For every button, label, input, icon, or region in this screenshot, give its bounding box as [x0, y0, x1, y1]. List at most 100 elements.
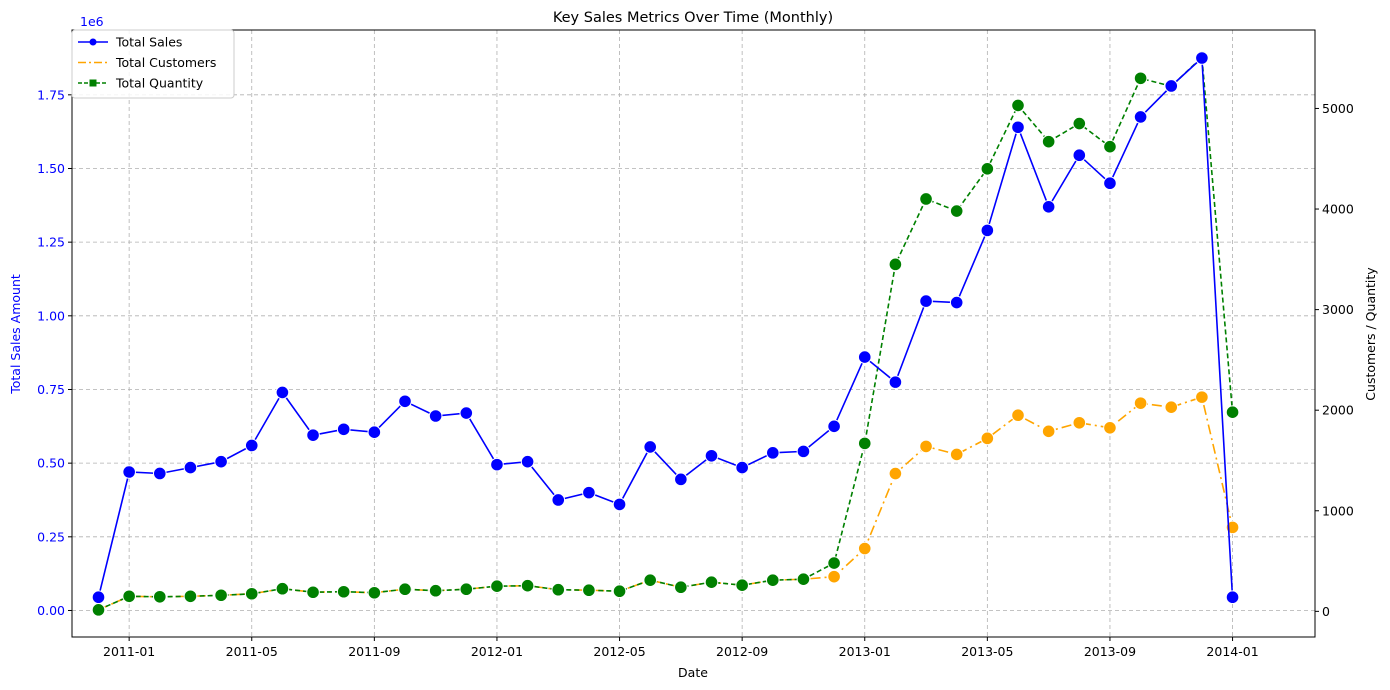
total-sales-point — [244, 438, 259, 453]
total-customers-point — [1164, 400, 1179, 414]
x-tick-label: 2013-05 — [961, 644, 1013, 659]
total-sales-point — [643, 440, 658, 454]
legend-box — [71, 29, 235, 99]
total-sales-point — [428, 409, 443, 423]
axis-ticks: 2011-01 2011-05 2011-09 2012-01 2012-05 2012-… — [37, 87, 1354, 659]
total-sales-point — [766, 446, 780, 460]
total-sales-point — [704, 448, 719, 463]
x-tick-label: 2011-05 — [226, 644, 278, 659]
total-sales-point — [582, 485, 596, 500]
total-sales-point — [336, 422, 351, 437]
total-customers-point — [1041, 424, 1056, 439]
total-quantity-point — [214, 588, 228, 603]
total-sales-point — [183, 460, 198, 475]
right-y-axis-label: Customers / Quantity — [1363, 267, 1378, 401]
total-sales-point — [214, 454, 228, 469]
x-axis-label: Date — [678, 665, 708, 680]
left-y-tick-label: 1.00 — [37, 308, 65, 323]
total-quantity-point — [827, 556, 841, 570]
total-sales-point — [1164, 79, 1179, 93]
left-y-tick-label: 0.75 — [37, 382, 65, 397]
total-sales-point — [919, 294, 933, 308]
total-customers-point — [827, 569, 841, 584]
total-sales-point — [735, 460, 749, 475]
total-quantity-line — [98, 55, 1234, 611]
x-tick-label: 2011-01 — [103, 644, 155, 659]
total-quantity-point — [888, 257, 903, 272]
total-quantity-point — [551, 582, 566, 597]
total-quantity-point — [153, 589, 167, 604]
total-customers-point — [980, 431, 995, 446]
right-y-tick-label: 3000 — [1322, 302, 1354, 317]
total-sales-point — [796, 444, 811, 459]
total-quantity-point — [674, 580, 688, 595]
total-sales-point — [490, 457, 504, 472]
total-quantity-point — [459, 582, 474, 597]
legend-total-quantity-marker — [89, 79, 97, 87]
total-customers-point — [857, 541, 872, 556]
total-quantity-point — [643, 573, 658, 587]
x-tick-label: 2012-01 — [471, 644, 523, 659]
legend-total-customers-label: Total Customers — [115, 55, 216, 70]
total-sales-point — [306, 428, 320, 442]
total-customers-point — [1195, 390, 1209, 404]
total-quantity-point — [91, 603, 106, 617]
right-y-tick-label: 1000 — [1322, 503, 1354, 518]
legend-total-sales-label: Total Sales — [115, 35, 182, 50]
total-sales-point — [91, 590, 106, 605]
total-customers-point — [949, 447, 964, 462]
total-sales-point — [612, 497, 627, 512]
total-sales-point — [122, 465, 136, 479]
left-y-axis-label: Total Sales Amount — [8, 274, 23, 395]
total-quantity-point — [1041, 134, 1056, 149]
total-sales-point — [1133, 110, 1148, 124]
total-quantity-point — [275, 581, 290, 596]
total-quantity-point — [1133, 71, 1148, 86]
total-quantity-point — [428, 583, 443, 598]
right-y-tick-label: 2000 — [1322, 403, 1354, 418]
left-y-tick-label: 1.50 — [37, 161, 65, 176]
total-sales-line — [97, 56, 1234, 598]
total-quantity-point — [766, 573, 780, 587]
total-quantity-point — [490, 579, 504, 594]
right-y-tick-label: 0 — [1322, 604, 1330, 619]
legend-total-quantity-label: Total Quantity — [115, 76, 204, 91]
total-customers-point — [1133, 396, 1148, 410]
total-quantity-point — [704, 575, 719, 589]
total-customers-line — [98, 396, 1234, 611]
x-tick-label: 2014-01 — [1206, 644, 1258, 659]
grid-lines — [72, 30, 1315, 637]
total-customers-point — [1011, 408, 1025, 423]
total-quantity-point — [306, 585, 320, 600]
total-sales-point — [551, 493, 566, 507]
chart-title: Key Sales Metrics Over Time (Monthly) — [553, 10, 833, 26]
plot-frame — [71, 29, 1316, 638]
total-sales-point — [674, 472, 688, 487]
total-quantity-point — [398, 582, 412, 597]
total-quantity-point — [980, 162, 995, 176]
x-tick-label: 2012-05 — [593, 644, 645, 659]
total-customers-point — [919, 439, 933, 454]
total-quantity-point — [612, 584, 627, 599]
total-quantity-point — [244, 586, 259, 601]
total-quantity-point — [857, 436, 872, 451]
total-quantity-point — [1103, 139, 1117, 154]
total-quantity-point — [949, 204, 964, 218]
left-y-tick-label: 0.00 — [37, 603, 65, 618]
total-sales-point — [153, 466, 167, 481]
x-tick-label: 2013-09 — [1084, 644, 1136, 659]
total-sales-point — [857, 350, 872, 364]
total-sales-point — [949, 295, 964, 310]
x-tick-label: 2012-09 — [716, 644, 768, 659]
total-customers-point — [1072, 415, 1087, 430]
left-scale-label: 1e6 — [80, 14, 104, 29]
total-sales-point — [1103, 176, 1117, 191]
total-quantity-point — [582, 583, 596, 598]
legend-total-sales-marker — [89, 38, 97, 46]
total-sales-point — [1011, 120, 1025, 135]
total-sales-point — [1225, 590, 1240, 605]
total-quantity-point — [367, 585, 382, 600]
total-sales-point — [459, 406, 474, 420]
legend: Total Sales Total Customers Total Quantity — [71, 29, 235, 99]
